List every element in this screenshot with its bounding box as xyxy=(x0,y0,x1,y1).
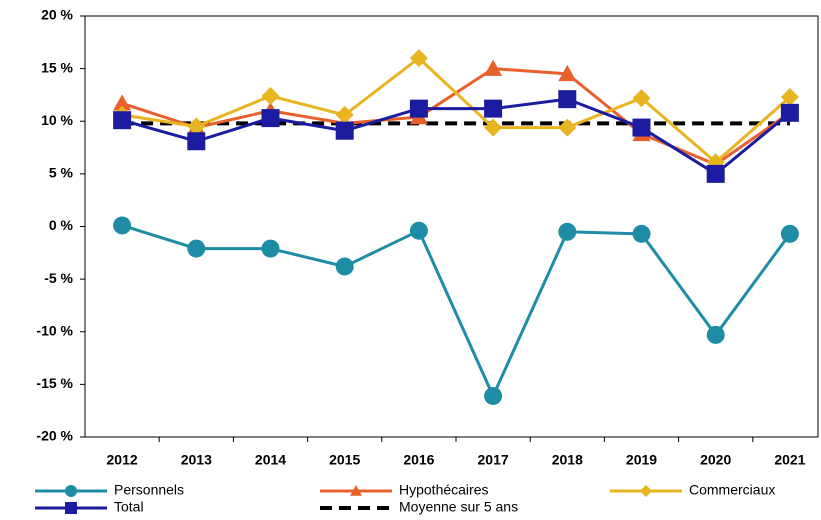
marker xyxy=(632,118,651,137)
y-tick-label: -10 % xyxy=(36,322,73,338)
marker xyxy=(187,132,206,151)
marker xyxy=(558,90,577,109)
marker xyxy=(484,99,503,118)
legend-label: Hypothécaires xyxy=(399,482,489,498)
y-tick-label: -20 % xyxy=(36,428,73,444)
marker xyxy=(706,164,725,183)
marker xyxy=(113,111,132,130)
x-tick-label: 2021 xyxy=(774,452,805,468)
x-tick-label: 2020 xyxy=(700,452,731,468)
x-tick-label: 2012 xyxy=(107,452,138,468)
marker xyxy=(409,49,428,68)
series-line xyxy=(121,56,791,165)
legend-label: Commerciaux xyxy=(689,482,775,498)
x-tick-label: 2014 xyxy=(255,452,286,468)
marker xyxy=(335,105,354,124)
marker xyxy=(780,224,799,243)
y-tick-label: 10 % xyxy=(41,112,73,128)
marker xyxy=(261,86,280,105)
marker xyxy=(558,64,577,82)
x-tick-label: 2013 xyxy=(181,452,212,468)
marker xyxy=(780,103,799,122)
y-tick-label: 5 % xyxy=(49,165,74,181)
marker xyxy=(640,485,652,497)
marker xyxy=(187,239,206,258)
x-tick-label: 2018 xyxy=(552,452,583,468)
marker xyxy=(65,502,77,514)
x-tick-label: 2015 xyxy=(329,452,360,468)
marker xyxy=(780,88,799,107)
y-tick-label: 20 % xyxy=(41,7,73,23)
marker xyxy=(113,94,132,111)
marker xyxy=(335,121,354,140)
marker xyxy=(409,99,428,118)
marker xyxy=(350,485,362,496)
x-tick-label: 2016 xyxy=(403,452,434,468)
marker xyxy=(706,325,725,344)
series-line xyxy=(121,97,791,176)
y-tick-label: 15 % xyxy=(41,59,73,75)
marker xyxy=(187,117,206,136)
marker xyxy=(65,485,77,497)
x-tick-label: 2019 xyxy=(626,452,657,468)
marker xyxy=(632,224,651,243)
marker xyxy=(558,222,577,241)
marker xyxy=(409,221,428,240)
x-tick-label: 2017 xyxy=(478,452,509,468)
marker xyxy=(261,109,280,128)
marker xyxy=(632,89,651,108)
y-tick-label: -15 % xyxy=(36,375,73,391)
plot-frame xyxy=(84,15,819,438)
legend-label: Moyenne sur 5 ans xyxy=(399,499,518,515)
legend-label: Total xyxy=(114,499,144,515)
marker xyxy=(261,239,280,258)
marker xyxy=(484,59,503,76)
marker xyxy=(558,118,577,137)
legend-label: Personnels xyxy=(114,482,184,498)
y-tick-label: 0 % xyxy=(49,217,74,233)
series-line xyxy=(121,224,792,400)
y-tick-label: -5 % xyxy=(44,270,73,286)
marker xyxy=(113,216,132,235)
marker xyxy=(484,118,503,137)
marker xyxy=(335,257,354,276)
marker xyxy=(484,386,503,405)
